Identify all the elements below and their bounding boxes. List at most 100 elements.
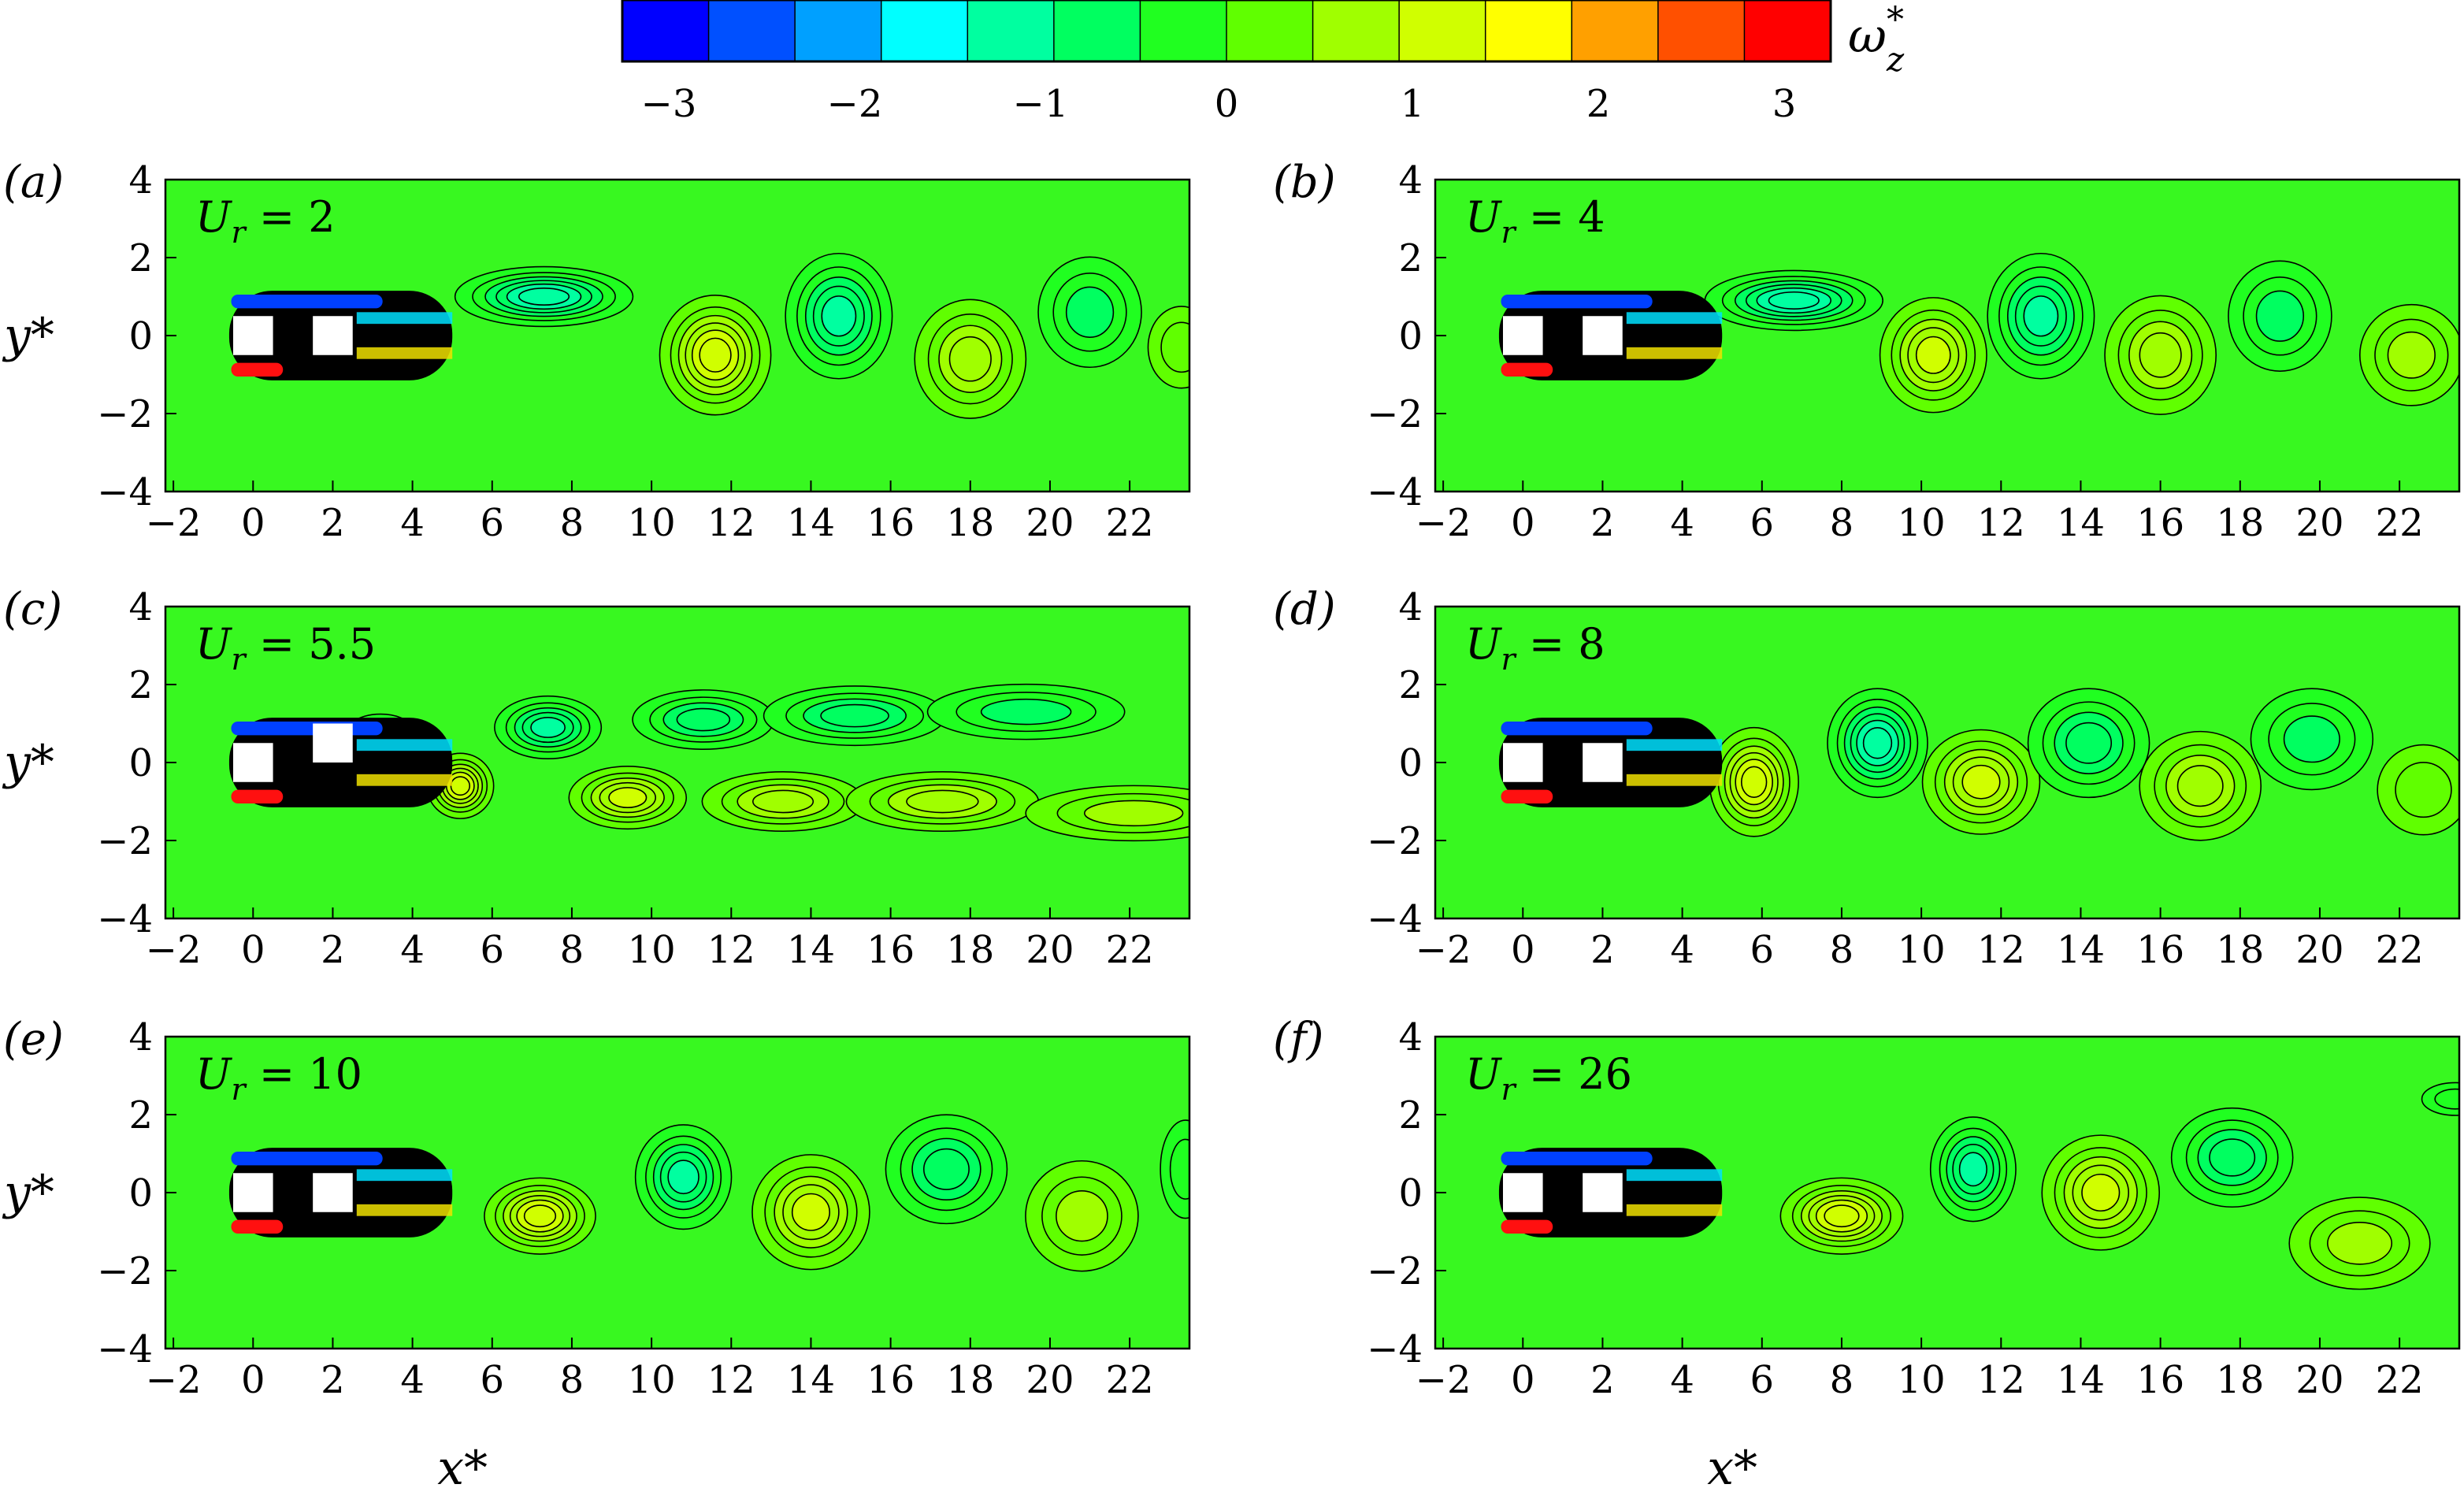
vortex-contour xyxy=(1961,764,2001,800)
shear-layer-streak xyxy=(356,774,453,786)
vortex xyxy=(914,299,1027,419)
shear-layer-top xyxy=(1501,1152,1653,1166)
x-tick-label: 2 xyxy=(321,1358,345,1402)
vortex-contour xyxy=(2327,1222,2393,1265)
colorbar-cells xyxy=(622,0,1832,62)
y-tick-label: 0 xyxy=(1398,741,1423,785)
square-cylinder xyxy=(232,1173,273,1212)
colorbar-cell xyxy=(1484,0,1573,62)
shear-layer-bottom xyxy=(231,1219,284,1234)
y-tick-label: 2 xyxy=(128,236,153,280)
square-cylinder xyxy=(232,316,273,355)
colorbar: −3 −2 −1 0 1 2 3 ω* z xyxy=(621,0,1905,126)
shear-layer-streak xyxy=(1626,1169,1723,1182)
y-tick-label: −2 xyxy=(1367,1249,1423,1293)
vortex xyxy=(484,1177,596,1255)
vortex xyxy=(751,1154,870,1271)
y-tick-label: −2 xyxy=(97,1249,153,1293)
x-tick-label: 18 xyxy=(2216,501,2264,545)
vortex-contour xyxy=(1958,1152,1987,1187)
y-tick-label: 4 xyxy=(1398,1015,1423,1059)
x-tick-label: −2 xyxy=(146,501,202,545)
colorbar-cell xyxy=(1398,0,1486,62)
x-tick-label: 10 xyxy=(1898,501,1946,545)
square-cylinder xyxy=(1583,1173,1623,1212)
vortex-contour xyxy=(1160,321,1189,373)
x-tick-label: 20 xyxy=(2295,928,2343,972)
shear-layer-streak xyxy=(356,312,453,325)
vortex xyxy=(1987,252,2095,380)
vortex-contour xyxy=(1169,1138,1189,1200)
x-tick-label: 14 xyxy=(787,1358,835,1402)
y-tick-label: 0 xyxy=(128,741,153,785)
x-tick-label: 4 xyxy=(1670,928,1694,972)
panel-label: (c) xyxy=(3,584,62,635)
vortex xyxy=(632,689,775,751)
vortex xyxy=(1709,726,1799,837)
square-cylinder xyxy=(1502,1173,1543,1212)
vortex-contour xyxy=(2283,715,2340,763)
vorticity-field xyxy=(228,1114,1189,1272)
x-tick-label: 4 xyxy=(1670,501,1694,545)
vortex xyxy=(2228,260,2332,372)
x-tick-label: 6 xyxy=(481,501,505,545)
y-tick-label: −4 xyxy=(1367,470,1423,514)
y-tick-label: −2 xyxy=(1367,392,1423,436)
x-tick-label: 14 xyxy=(787,501,835,545)
x-tick-label: 2 xyxy=(321,928,345,972)
vortex-contour xyxy=(1824,1204,1860,1228)
vortex-contour xyxy=(1915,336,1951,374)
colorbar-tick-label: −2 xyxy=(827,82,883,126)
vortex xyxy=(568,765,688,830)
shear-layer-streak xyxy=(356,739,453,751)
y-tick-label: 4 xyxy=(1398,585,1423,629)
y-tick-label: −2 xyxy=(1367,819,1423,863)
y-tick-label: −2 xyxy=(97,392,153,436)
x-tick-label: −2 xyxy=(1416,928,1471,972)
x-tick-label: 2 xyxy=(1590,928,1615,972)
x-tick-label: 20 xyxy=(1026,501,1074,545)
square-cylinder xyxy=(1502,743,1543,782)
shear-layer-bottom xyxy=(1501,362,1553,377)
vortex xyxy=(785,252,893,380)
x-tick-label: 10 xyxy=(628,928,676,972)
x-tick-label: 0 xyxy=(1511,1358,1535,1402)
vortex xyxy=(1025,785,1189,842)
y-tick-label: 0 xyxy=(128,1171,153,1215)
panel-label: (d) xyxy=(1273,584,1336,635)
shear-layer-top xyxy=(231,295,383,309)
vortex-contour xyxy=(2065,722,2113,764)
vortex xyxy=(1827,688,1928,799)
x-tick-label: 14 xyxy=(787,928,835,972)
y-tick-label: −4 xyxy=(97,470,153,514)
x-tick-label: 6 xyxy=(1750,1358,1775,1402)
x-tick-label: 16 xyxy=(2136,1358,2184,1402)
vortex-contour xyxy=(791,1193,831,1231)
vortex-contour xyxy=(2434,1088,2459,1110)
x-tick-label: 8 xyxy=(560,928,584,972)
x-tick-label: 18 xyxy=(946,1358,994,1402)
square-cylinder xyxy=(313,316,353,355)
x-tick-label: 12 xyxy=(707,501,755,545)
x-tick-label: 0 xyxy=(241,1358,265,1402)
vortex xyxy=(2139,730,2262,841)
square-cylinder xyxy=(1583,316,1623,355)
x-tick-label: 16 xyxy=(2136,928,2184,972)
shear-layer-bottom xyxy=(231,362,284,377)
x-tick-label: 20 xyxy=(1026,928,1074,972)
shear-layer-streak xyxy=(356,1204,453,1216)
vortex-contour xyxy=(2139,332,2182,378)
colorbar-label: ω* z xyxy=(1848,0,1905,79)
x-tick-label: 12 xyxy=(1977,501,2025,545)
vortex xyxy=(634,1124,733,1230)
vortex xyxy=(763,685,947,747)
vortex xyxy=(1147,306,1189,389)
vortex-contour xyxy=(1740,766,1768,798)
x-tick-label: 22 xyxy=(2376,1358,2424,1402)
colorbar-cell xyxy=(1743,0,1832,62)
y-tick-label: −4 xyxy=(97,897,153,941)
x-tick-label: 22 xyxy=(1106,501,1154,545)
vortex xyxy=(494,695,603,760)
